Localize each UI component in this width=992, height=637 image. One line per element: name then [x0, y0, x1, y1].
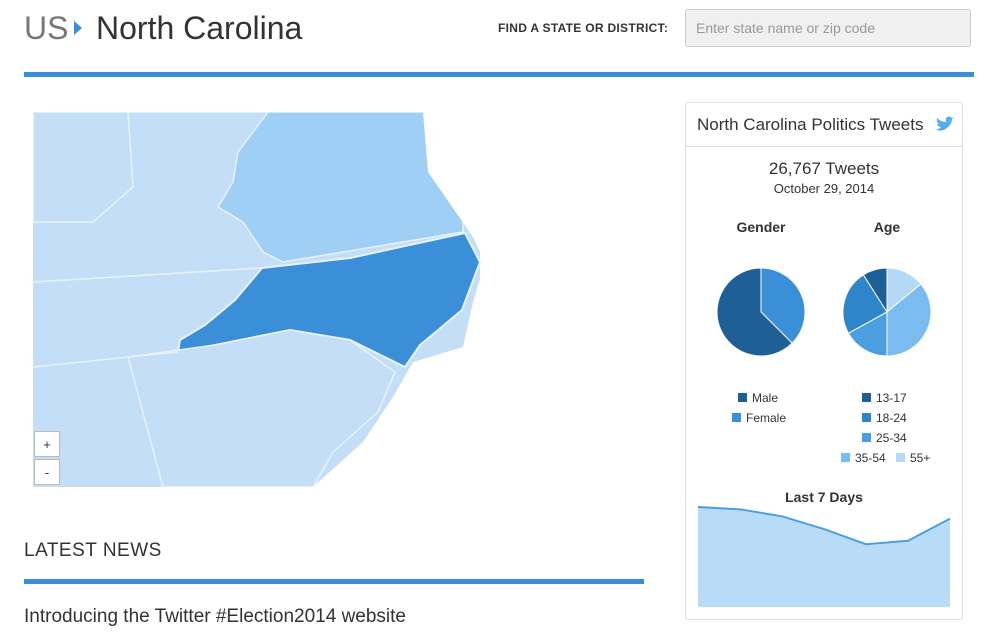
pie-slice — [842, 274, 888, 334]
zoom-in[interactable]: + — [34, 431, 60, 457]
legend-swatch — [738, 393, 747, 402]
legend-swatch — [732, 413, 741, 422]
zoom-out[interactable]: - — [34, 459, 60, 485]
panel-charts: 26,767 Tweets October 29, 2014 Gender Mal… — [697, 159, 951, 607]
legend-swatch — [862, 413, 871, 422]
tweet-panel — [685, 102, 963, 620]
header-rule — [24, 72, 974, 77]
pie-slice — [716, 267, 793, 357]
tweet-count: 26,767 Tweets — [769, 159, 879, 178]
map — [33, 112, 493, 487]
panel-divider — [686, 146, 962, 147]
breadcrumb-arrow — [74, 21, 82, 35]
twitter-icon — [936, 116, 955, 131]
panel-title: North Carolina Politics Tweets — [697, 115, 924, 134]
legend-swatch — [862, 433, 871, 442]
section-title: LATEST NEWS — [24, 540, 162, 561]
legend-label: 13-17 — [876, 391, 907, 405]
legend-label: 25-34 — [876, 431, 907, 445]
chart-title: Last 7 Days — [785, 489, 863, 505]
news-rule — [24, 579, 644, 584]
pie-slice — [847, 311, 888, 357]
region — [127, 329, 396, 487]
water — [313, 112, 493, 487]
area — [698, 507, 950, 607]
search-label: FIND A STATE OR DISTRICT: — [498, 21, 669, 35]
legend-label: 35-54 — [855, 451, 886, 465]
legend-swatch — [862, 393, 871, 402]
news-headline[interactable]: Introducing the Twitter #Election2014 we… — [24, 606, 406, 627]
pie-slice — [760, 267, 806, 344]
search-input[interactable]: Enter state name or zip code — [685, 9, 971, 47]
legend-label: 18-24 — [876, 411, 907, 425]
legend-swatch — [841, 453, 850, 462]
area-line — [697, 506, 951, 546]
breadcrumb[interactable]: US — [24, 10, 69, 46]
region — [33, 112, 134, 223]
legend-label: 55+ — [910, 451, 930, 465]
pie-slice — [886, 283, 932, 357]
tweet-date: October 29, 2014 — [774, 181, 874, 196]
chart-title: Age — [874, 219, 901, 235]
pie-slice — [862, 267, 888, 314]
legend-swatch — [896, 453, 905, 462]
legend-label: Male — [752, 391, 778, 405]
legend-label: Female — [746, 411, 786, 425]
state-title: North Carolina — [96, 10, 303, 46]
chart-title: Gender — [736, 219, 786, 235]
